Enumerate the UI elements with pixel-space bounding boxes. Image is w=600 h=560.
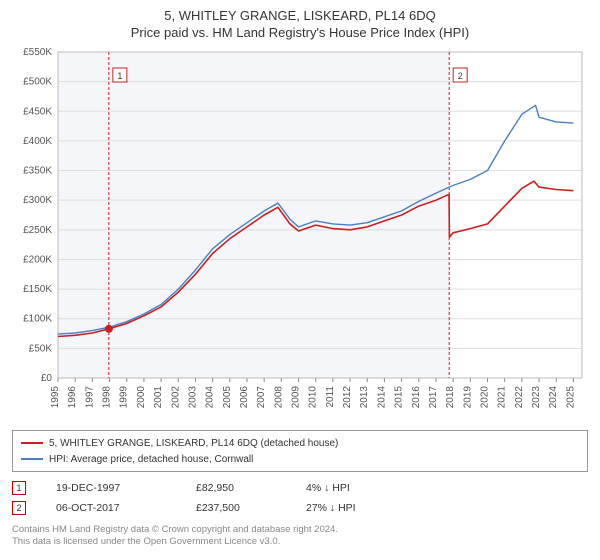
svg-text:2013: 2013 [359, 386, 370, 409]
markers-table: 1 19-DEC-1997 £82,950 4% ↓ HPI 2 06-OCT-… [12, 478, 588, 518]
svg-text:2005: 2005 [222, 386, 233, 409]
svg-text:2014: 2014 [376, 386, 387, 409]
legend-label-hpi: HPI: Average price, detached house, Corn… [49, 454, 253, 465]
marker-row-1: 1 19-DEC-1997 £82,950 4% ↓ HPI [12, 478, 588, 498]
svg-text:£350K: £350K [23, 166, 52, 177]
marker-date-2: 06-OCT-2017 [56, 502, 166, 514]
chart-container: 5, WHITLEY GRANGE, LISKEARD, PL14 6DQ Pr… [0, 0, 600, 560]
svg-text:2004: 2004 [205, 386, 216, 409]
svg-text:2020: 2020 [480, 386, 491, 409]
svg-text:2025: 2025 [565, 386, 576, 409]
svg-text:1997: 1997 [84, 386, 95, 409]
svg-text:2: 2 [458, 71, 463, 81]
svg-text:2024: 2024 [548, 386, 559, 409]
title-block: 5, WHITLEY GRANGE, LISKEARD, PL14 6DQ Pr… [12, 8, 588, 40]
svg-text:£100K: £100K [23, 314, 52, 325]
svg-text:£50K: £50K [29, 343, 53, 354]
svg-text:£450K: £450K [23, 106, 52, 117]
legend-row-hpi: HPI: Average price, detached house, Corn… [21, 451, 579, 467]
svg-text:2010: 2010 [308, 386, 319, 409]
svg-text:2006: 2006 [239, 386, 250, 409]
svg-text:£200K: £200K [23, 254, 52, 265]
footer: Contains HM Land Registry data © Crown c… [12, 524, 588, 549]
svg-text:2019: 2019 [462, 386, 473, 409]
svg-text:2011: 2011 [325, 386, 336, 408]
chart-svg: £0 £50K £100K £150K £200K £250K £300K £350K £400… [12, 46, 588, 426]
svg-text:£250K: £250K [23, 225, 52, 236]
svg-text:2002: 2002 [170, 386, 181, 409]
svg-text:2016: 2016 [411, 386, 422, 409]
footer-line1: Contains HM Land Registry data © Crown c… [12, 524, 588, 536]
svg-text:2017: 2017 [428, 386, 439, 409]
svg-text:1995: 1995 [50, 386, 61, 409]
svg-text:2009: 2009 [291, 386, 302, 409]
svg-text:2022: 2022 [514, 386, 525, 409]
svg-text:2007: 2007 [256, 386, 267, 409]
svg-text:2000: 2000 [136, 386, 147, 409]
svg-text:1998: 1998 [102, 386, 113, 409]
title-subtitle: Price paid vs. HM Land Registry's House … [12, 25, 588, 40]
svg-text:2003: 2003 [187, 386, 198, 409]
svg-text:1: 1 [117, 71, 122, 81]
svg-text:£550K: £550K [23, 47, 52, 58]
svg-text:1996: 1996 [67, 386, 78, 409]
svg-text:2018: 2018 [445, 386, 456, 409]
marker-delta-2: 27% ↓ HPI [306, 502, 396, 514]
title-address: 5, WHITLEY GRANGE, LISKEARD, PL14 6DQ [12, 8, 588, 23]
svg-text:£300K: £300K [23, 195, 52, 206]
svg-text:2021: 2021 [497, 386, 508, 409]
marker-box-2: 2 [12, 501, 26, 515]
marker-date-1: 19-DEC-1997 [56, 482, 166, 494]
svg-text:£0: £0 [41, 373, 53, 384]
svg-text:£400K: £400K [23, 136, 52, 147]
svg-text:1999: 1999 [119, 386, 130, 409]
svg-text:£150K: £150K [23, 284, 52, 295]
marker-row-2: 2 06-OCT-2017 £237,500 27% ↓ HPI [12, 498, 588, 518]
svg-text:2015: 2015 [394, 386, 405, 409]
svg-text:2008: 2008 [273, 386, 284, 409]
marker-box-1: 1 [12, 481, 26, 495]
marker-delta-1: 4% ↓ HPI [306, 482, 396, 494]
marker-price-1: £82,950 [196, 482, 276, 494]
legend-swatch-hpi [21, 458, 43, 460]
legend-label-property: 5, WHITLEY GRANGE, LISKEARD, PL14 6DQ (d… [49, 438, 338, 449]
chart-area: £0 £50K £100K £150K £200K £250K £300K £350K £400… [12, 46, 588, 426]
legend-row-property: 5, WHITLEY GRANGE, LISKEARD, PL14 6DQ (d… [21, 435, 579, 451]
svg-text:2001: 2001 [153, 386, 164, 409]
marker-price-2: £237,500 [196, 502, 276, 514]
svg-text:2023: 2023 [531, 386, 542, 409]
svg-text:2012: 2012 [342, 386, 353, 409]
legend-box: 5, WHITLEY GRANGE, LISKEARD, PL14 6DQ (d… [12, 430, 588, 472]
footer-line2: This data is licensed under the Open Gov… [12, 536, 588, 548]
svg-text:£500K: £500K [23, 77, 52, 88]
legend-swatch-property [21, 442, 43, 444]
